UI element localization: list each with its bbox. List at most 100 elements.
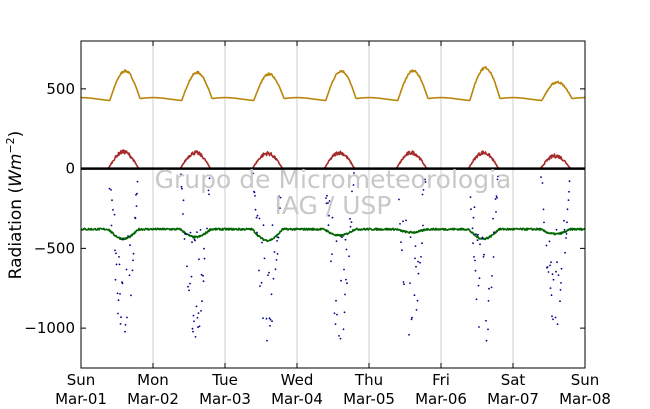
series-point-4 [203, 247, 205, 250]
series-point-4 [477, 284, 480, 287]
series-point-4 [331, 216, 334, 219]
series-point-4 [549, 287, 552, 289]
series-point-4 [478, 277, 481, 280]
series-point-4 [191, 327, 194, 330]
series-point-4 [545, 244, 548, 247]
series-point-4 [479, 243, 481, 246]
series-point-4 [409, 236, 412, 239]
series-point-4 [402, 220, 404, 223]
series-point-4 [333, 312, 336, 315]
x-tick-label-day: Wed [281, 371, 314, 389]
series-point-4 [492, 217, 494, 220]
series-point-4 [270, 293, 273, 296]
series-point-4 [424, 181, 427, 183]
series-point-4 [267, 274, 269, 276]
series-point-4 [409, 282, 411, 284]
series-point-4 [548, 240, 551, 243]
x-tick-label-day: Sun [67, 371, 96, 389]
series-point-4 [206, 227, 208, 230]
series-point-4 [129, 244, 131, 247]
series-point-4 [495, 195, 498, 198]
series-point-4 [469, 196, 472, 199]
series-point-4 [265, 317, 268, 320]
series-point-4 [117, 312, 119, 315]
series-point-4 [196, 316, 199, 319]
series-point-4 [567, 199, 570, 202]
y-tick-label: 0 [65, 160, 75, 178]
series-point-4 [335, 240, 338, 243]
series-point-4 [110, 189, 112, 191]
series-point-4 [564, 251, 566, 254]
series-point-4 [180, 173, 182, 176]
x-tick-label-date: Mar-01 [55, 390, 107, 408]
series-point-4 [278, 195, 280, 198]
series-point-4 [566, 208, 569, 211]
series-point-4 [568, 190, 570, 193]
series-point-4 [136, 192, 138, 195]
series-point-4 [268, 317, 271, 319]
series-point-4 [403, 283, 405, 286]
series-point-4 [568, 180, 571, 183]
series-point-4 [554, 316, 557, 319]
series-point-4 [476, 239, 479, 242]
series-point-4 [261, 241, 263, 244]
series-point-4 [405, 219, 407, 222]
series-point-4 [125, 268, 128, 271]
series-point-4 [546, 266, 549, 268]
series-point-4 [258, 269, 260, 272]
series-point-4 [325, 202, 328, 205]
series-point-4 [112, 209, 114, 211]
series-point-4 [272, 277, 275, 280]
series-point-4 [276, 240, 278, 242]
series-point-4 [336, 313, 338, 316]
series-point-4 [419, 261, 421, 264]
series-point-4 [485, 319, 487, 322]
series-point-4 [402, 281, 405, 283]
series-point-4 [351, 190, 353, 193]
series-point-4 [202, 274, 204, 277]
series-point-4 [121, 282, 124, 285]
series-point-4 [187, 285, 189, 288]
series-point-4 [344, 238, 347, 241]
series-point-4 [182, 213, 184, 215]
series-point-4 [268, 271, 270, 274]
series-point-4 [132, 259, 134, 262]
x-tick-label-day: Thu [354, 371, 383, 389]
series-point-4 [398, 198, 400, 201]
series-point-4 [334, 323, 337, 325]
series-point-4 [348, 255, 350, 258]
series-point-4 [279, 196, 282, 199]
series-point-4 [410, 318, 413, 321]
series-point-4 [200, 310, 202, 312]
series-point-4 [342, 328, 345, 331]
series-point-4 [188, 289, 190, 292]
series-point-4 [549, 264, 551, 267]
series-point-4 [552, 318, 554, 321]
series-point-4 [197, 312, 200, 314]
series-point-4 [108, 187, 111, 190]
series-point-4 [271, 224, 274, 227]
series-point-4 [201, 300, 203, 303]
series-point-4 [273, 251, 276, 253]
series-point-4 [263, 257, 266, 260]
series-point-4 [469, 178, 471, 181]
x-tick-label-date: Mar-08 [559, 390, 611, 408]
series-point-4 [258, 217, 261, 220]
series-point-4 [397, 183, 399, 186]
series-point-4 [551, 273, 554, 276]
series-point-4 [492, 256, 495, 258]
series-point-4 [185, 232, 187, 235]
series-point-4 [408, 333, 410, 336]
series-point-4 [421, 193, 424, 196]
series-point-4 [114, 249, 116, 252]
series-layer [80, 66, 586, 342]
series-point-4 [555, 228, 558, 231]
series-point-4 [481, 236, 484, 239]
series-point-4 [135, 194, 137, 196]
series-point-4 [565, 233, 568, 235]
series-point-4 [473, 256, 475, 258]
series-point-4 [253, 191, 256, 194]
series-point-4 [198, 325, 201, 328]
series-point-4 [190, 275, 193, 278]
series-point-4 [189, 282, 191, 285]
